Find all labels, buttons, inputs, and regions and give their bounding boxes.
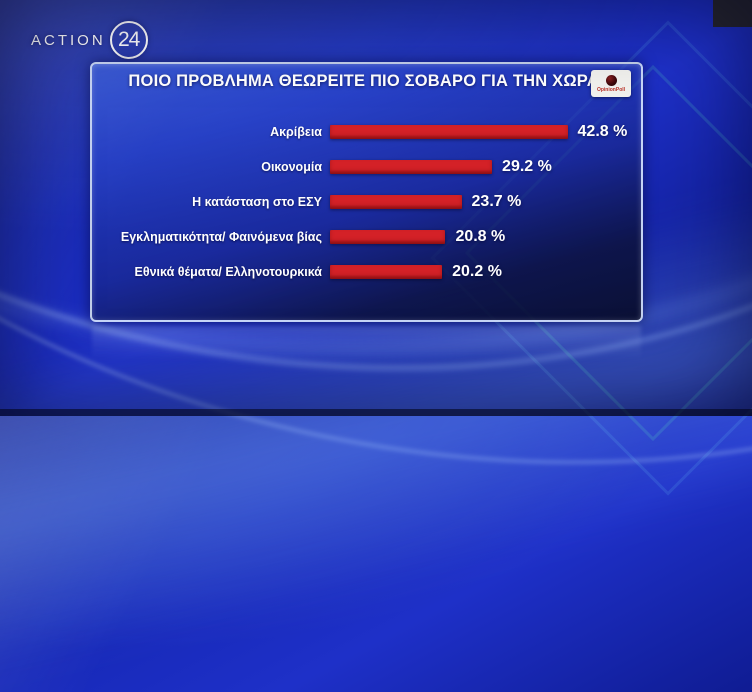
channel-logo: ACTION 24 bbox=[31, 21, 148, 59]
pollster-badge: OpinionPoll bbox=[591, 70, 631, 97]
bar-label: Οικονομία bbox=[261, 159, 322, 174]
bar bbox=[330, 124, 568, 139]
chart-row: Η κατάσταση στο ΕΣΥ 23.7 % bbox=[94, 184, 639, 219]
chart-title-row: ΠΟΙΟ ΠΡΟΒΛΗΜΑ ΘΕΩΡΕΙΤΕ ΠΙΟ ΣΟΒΑΡΟ ΓΙΑ ΤΗ… bbox=[92, 72, 641, 91]
pollster-name: OpinionPoll bbox=[596, 86, 626, 93]
pollster-logo-icon bbox=[605, 74, 617, 86]
poll-chart-panel: ΠΟΙΟ ΠΡΟΒΛΗΜΑ ΘΕΩΡΕΙΤΕ ΠΙΟ ΣΟΒΑΡΟ ΓΙΑ ΤΗ… bbox=[90, 62, 643, 322]
channel-logo-circle: 24 bbox=[109, 21, 148, 59]
panel-reflection bbox=[92, 326, 641, 360]
chart-row: Εθνικά θέματα/ Ελληνοτουρκικά 20.2 % bbox=[94, 254, 639, 289]
corner-dark-box bbox=[713, 0, 752, 27]
bar bbox=[330, 229, 446, 244]
channel-logo-number: 24 bbox=[117, 28, 140, 51]
bar-value: 42.8 % bbox=[577, 122, 628, 140]
channel-logo-text: ACTION bbox=[31, 31, 106, 49]
bar-value: 23.7 % bbox=[471, 192, 522, 210]
chart-row: Εγκληματικότητα/ Φαινόμενα βίας 20.8 % bbox=[94, 219, 639, 254]
chart-title: ΠΟΙΟ ΠΡΟΒΛΗΜΑ ΘΕΩΡΕΙΤΕ ΠΙΟ ΣΟΒΑΡΟ ΓΙΑ ΤΗ… bbox=[128, 72, 605, 90]
bar-value: 29.2 % bbox=[502, 157, 552, 175]
chart-rows: Ακρίβεια 42.8 % Οικονομία 29.2 % Η κατάσ… bbox=[94, 114, 639, 289]
bar-label: Η κατάσταση στο ΕΣΥ bbox=[192, 194, 322, 209]
chart-row: Οικονομία 29.2 % bbox=[94, 149, 639, 184]
bar-label: Εθνικά θέματα/ Ελληνοτουρκικά bbox=[134, 264, 323, 279]
bar-value: 20.2 % bbox=[452, 262, 502, 280]
bar-label: Εγκληματικότητα/ Φαινόμενα βίας bbox=[120, 229, 322, 244]
bar bbox=[330, 159, 493, 174]
bar bbox=[330, 264, 443, 279]
bar-label: Ακρίβεια bbox=[270, 124, 322, 139]
bottom-edge-strip bbox=[0, 409, 752, 416]
chart-row: Ακρίβεια 42.8 % bbox=[94, 114, 639, 149]
bar-value: 20.8 % bbox=[455, 227, 506, 245]
bar bbox=[330, 194, 462, 209]
